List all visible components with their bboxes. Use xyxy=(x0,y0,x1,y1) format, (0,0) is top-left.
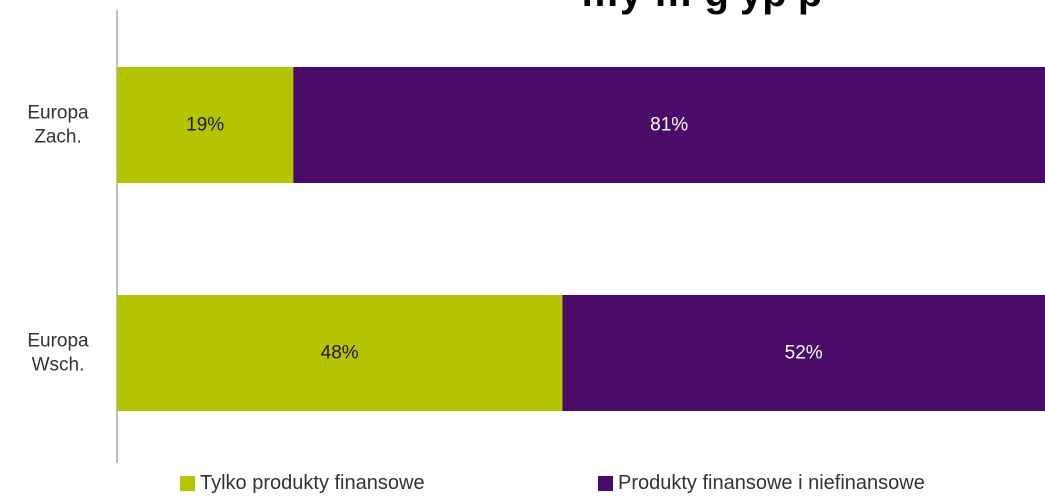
legend-item-tylko-produkty-finansowe: Tylko produkty finansowe xyxy=(180,472,425,495)
data-label: 19% xyxy=(186,115,224,136)
bar-segment xyxy=(117,67,294,183)
bars-group: 19% 81% 48% 52% xyxy=(117,67,1045,411)
bar-segment xyxy=(562,295,1045,411)
category-label: Wsch. xyxy=(32,355,85,376)
data-label: 52% xyxy=(785,343,823,364)
category-labels: Europa Zach. Europa Wsch. xyxy=(27,103,89,376)
category-label: Europa xyxy=(27,103,89,124)
bar-segment xyxy=(117,295,563,411)
category-label: Europa xyxy=(27,331,89,352)
category-label: Zach. xyxy=(34,127,82,148)
legend-item-produkty-finansowe-i-niefinansowe: Produkty finansowe i niefinansowe xyxy=(598,472,925,495)
data-label: 81% xyxy=(650,115,688,136)
legend: Tylko produkty finansowe Produkty finans… xyxy=(180,472,1045,497)
chart-title: …y … g yp p xyxy=(580,0,822,15)
data-label: 48% xyxy=(321,343,359,364)
bar-segment xyxy=(293,67,1045,183)
legend-swatch-icon xyxy=(598,476,613,491)
legend-swatch-icon xyxy=(180,476,195,491)
legend-label: Produkty finansowe i niefinansowe xyxy=(618,472,925,494)
legend-label: Tylko produkty finansowe xyxy=(200,472,425,494)
